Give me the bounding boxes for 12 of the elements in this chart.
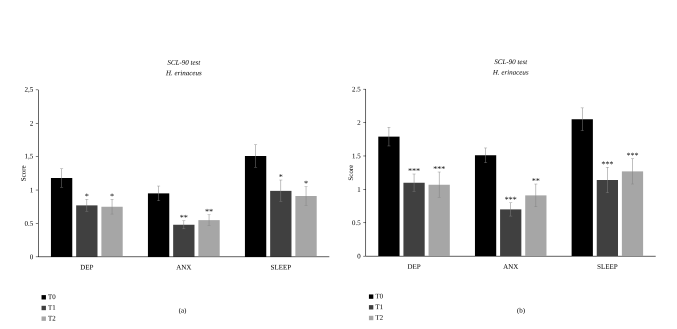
data-label: *** <box>626 152 638 156</box>
data-label: * <box>304 180 308 184</box>
data-label: * <box>279 174 282 178</box>
data-label: ** <box>532 178 540 182</box>
data-label: ** <box>205 208 213 212</box>
data-label: *** <box>505 196 516 200</box>
data-label: * <box>110 193 114 196</box>
data-label: *** <box>408 168 420 172</box>
data-label: *** <box>434 166 445 170</box>
data-label: ** <box>180 214 188 218</box>
data-label: *** <box>602 161 613 164</box>
data-label: * <box>85 193 88 196</box>
